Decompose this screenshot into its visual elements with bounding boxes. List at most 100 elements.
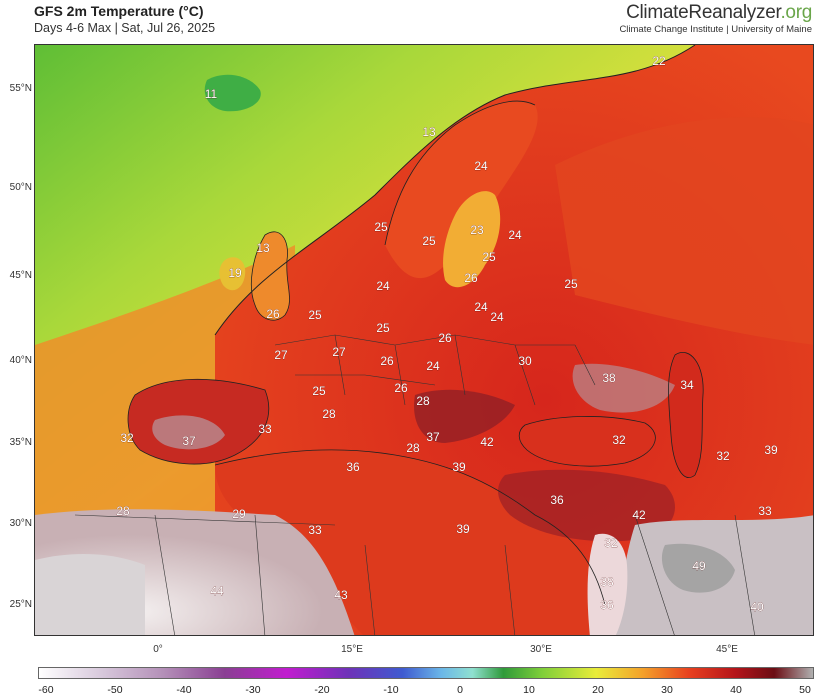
iceland-land xyxy=(204,74,261,112)
colorbar xyxy=(38,667,814,679)
temp-label-51: 44 xyxy=(210,584,224,598)
temp-label-1: 11 xyxy=(205,87,218,101)
temp-label-52: 43 xyxy=(334,588,348,602)
lon-label-15e: 15°E xyxy=(341,644,363,655)
temp-label-15: 26 xyxy=(266,307,280,321)
temp-label-35: 42 xyxy=(480,435,494,449)
temp-label-16: 25 xyxy=(308,308,322,322)
black-sea-outline xyxy=(518,416,656,467)
lon-label-45e: 45°E xyxy=(716,644,738,655)
temp-label-39: 32 xyxy=(716,449,730,463)
caspian-sea xyxy=(668,352,704,478)
brand-logo[interactable]: ClimateReanalyzer.org xyxy=(626,2,812,24)
temp-label-38: 39 xyxy=(764,443,778,457)
temp-label-34: 37 xyxy=(426,430,440,444)
colorbar-tick-1: -50 xyxy=(107,684,123,696)
temp-label-2: 13 xyxy=(422,125,436,139)
eastern-plains xyxy=(555,117,813,345)
baltic-sea xyxy=(443,191,501,288)
lat-label-50n: 50°N xyxy=(9,182,32,193)
temp-label-47: 33 xyxy=(308,523,322,537)
brand-suffix: .org xyxy=(780,2,812,23)
temp-label-45: 42 xyxy=(632,508,646,522)
temp-label-13: 25 xyxy=(564,277,578,291)
temp-label-5: 25 xyxy=(422,234,436,248)
ireland-land xyxy=(219,257,246,291)
country-borders xyxy=(274,334,596,406)
northern-coastline xyxy=(214,45,696,336)
temp-label-0: 22 xyxy=(652,54,666,68)
temp-label-11: 24 xyxy=(376,279,390,293)
mediterranean-sea xyxy=(215,449,605,635)
temp-label-23: 24 xyxy=(426,359,440,373)
colorbar-tick-11: 50 xyxy=(799,684,811,696)
egypt-desert xyxy=(587,533,628,635)
lat-label-40n: 40°N xyxy=(9,355,32,366)
temp-label-31: 33 xyxy=(258,422,272,436)
temp-label-43: 28 xyxy=(116,504,130,518)
temp-label-7: 24 xyxy=(508,228,522,242)
temp-label-32: 32 xyxy=(120,431,134,445)
temp-label-29: 28 xyxy=(416,394,430,408)
temp-label-20: 27 xyxy=(274,348,288,362)
anatolia-hot xyxy=(498,469,675,542)
temperature-value-labels: 22 11 13 24 25 25 23 24 13 25 19 24 26 25 24 26 25 24 25 26… xyxy=(116,54,778,614)
temp-label-27: 25 xyxy=(312,384,326,398)
africa-mideast-borders xyxy=(74,514,755,635)
brand-subtitle: Climate Change Institute | University of… xyxy=(619,24,812,35)
temp-label-30: 28 xyxy=(322,407,336,421)
temp-label-6: 23 xyxy=(470,223,484,237)
temp-label-18: 25 xyxy=(376,321,390,335)
temp-label-49: 32 xyxy=(604,536,618,550)
britain-land xyxy=(251,231,290,321)
colorbar-tick-10: 40 xyxy=(730,684,742,696)
colorbar-tick-5: -10 xyxy=(383,684,399,696)
lat-label-25n: 25°N xyxy=(9,599,32,610)
temp-label-48: 39 xyxy=(456,522,470,536)
colorbar-tick-8: 20 xyxy=(592,684,604,696)
britain-outline xyxy=(250,231,290,321)
iberia-hot-core xyxy=(152,415,225,450)
brand-name: ClimateReanalyzer xyxy=(626,2,781,23)
balkans-hot xyxy=(414,389,515,443)
colorbar-tick-6: 0 xyxy=(457,684,463,696)
chart-title: GFS 2m Temperature (°C) xyxy=(34,3,204,19)
temp-label-28: 26 xyxy=(394,381,408,395)
lat-label-55n: 55°N xyxy=(9,83,32,94)
temp-label-9: 25 xyxy=(482,250,496,264)
temp-label-44: 29 xyxy=(232,507,246,521)
scandinavia-land xyxy=(385,101,538,279)
colorbar-tick-9: 30 xyxy=(661,684,673,696)
temp-label-25: 38 xyxy=(602,371,616,385)
temp-label-3: 24 xyxy=(474,159,488,173)
lon-label-0: 0° xyxy=(153,644,163,655)
map-canvas: 22 11 13 24 25 25 23 24 13 25 19 24 26 25 24 26 25 24 25 26… xyxy=(35,45,813,635)
iberia-outline xyxy=(127,378,270,465)
black-sea xyxy=(519,416,656,467)
temp-label-8: 13 xyxy=(256,241,270,255)
temp-label-33: 37 xyxy=(182,434,196,448)
temp-label-14: 24 xyxy=(474,300,488,314)
temp-label-55: 40 xyxy=(750,600,764,614)
temp-label-17: 24 xyxy=(490,310,504,324)
temp-label-50: 49 xyxy=(692,559,706,573)
colorbar-tick-3: -30 xyxy=(245,684,261,696)
mediterranean-coastline xyxy=(214,449,606,606)
temperature-map: 22 11 13 24 25 25 23 24 13 25 19 24 26 25 24 26 25 24 25 26… xyxy=(34,44,814,636)
temp-label-54: 36 xyxy=(600,598,614,612)
temp-label-40: 36 xyxy=(346,460,360,474)
temp-label-37: 28 xyxy=(406,441,420,455)
temp-label-36: 32 xyxy=(612,433,626,447)
colorbar-tick-4: -20 xyxy=(314,684,330,696)
colorbar-tick-0: -60 xyxy=(38,684,54,696)
temp-label-26: 34 xyxy=(680,378,694,392)
temp-label-21: 27 xyxy=(332,345,346,359)
temp-label-22: 26 xyxy=(380,354,394,368)
temp-label-46: 33 xyxy=(758,504,772,518)
temp-label-24: 30 xyxy=(518,354,532,368)
iraq-hot-core xyxy=(661,543,735,593)
sahara-west xyxy=(35,554,145,635)
temp-label-53: 38 xyxy=(600,575,614,589)
lat-label-30n: 30°N xyxy=(9,518,32,529)
temp-label-4: 25 xyxy=(374,220,388,234)
